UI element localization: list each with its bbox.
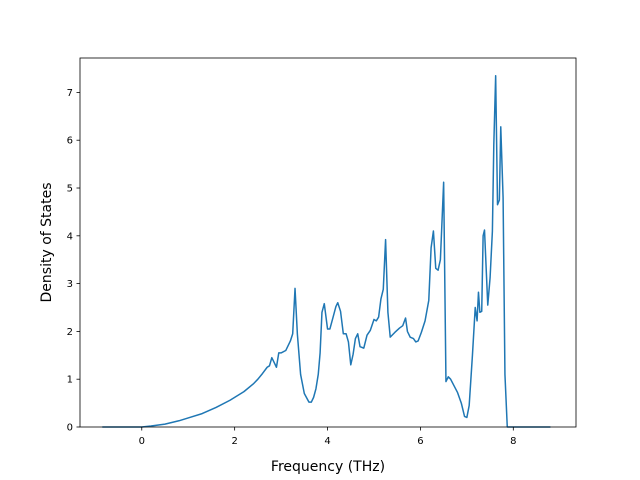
y-tick-label: 6 [67,136,73,147]
x-tick-label: 0 [139,436,145,447]
y-tick-label: 2 [67,327,73,338]
x-axis-label: Frequency (THz) [271,459,385,475]
x-tick-label: 4 [324,436,330,447]
y-axis-label: Density of States [39,183,55,303]
x-axis: 0 2 4 6 8 [139,427,516,447]
y-tick-label: 3 [67,279,73,290]
y-tick-label: 5 [67,184,73,195]
x-tick-label: 8 [510,436,516,447]
dos-series-line [102,74,551,428]
y-tick-label: 4 [67,231,73,242]
plot-area [102,74,551,428]
y-axis: 0 1 2 3 4 5 6 7 [67,88,80,434]
y-tick-label: 1 [67,375,73,386]
y-tick-label: 7 [67,88,73,99]
y-tick-label: 0 [67,423,73,434]
x-tick-label: 2 [231,436,237,447]
axes-frame [79,57,577,428]
x-tick-label: 6 [417,436,423,447]
